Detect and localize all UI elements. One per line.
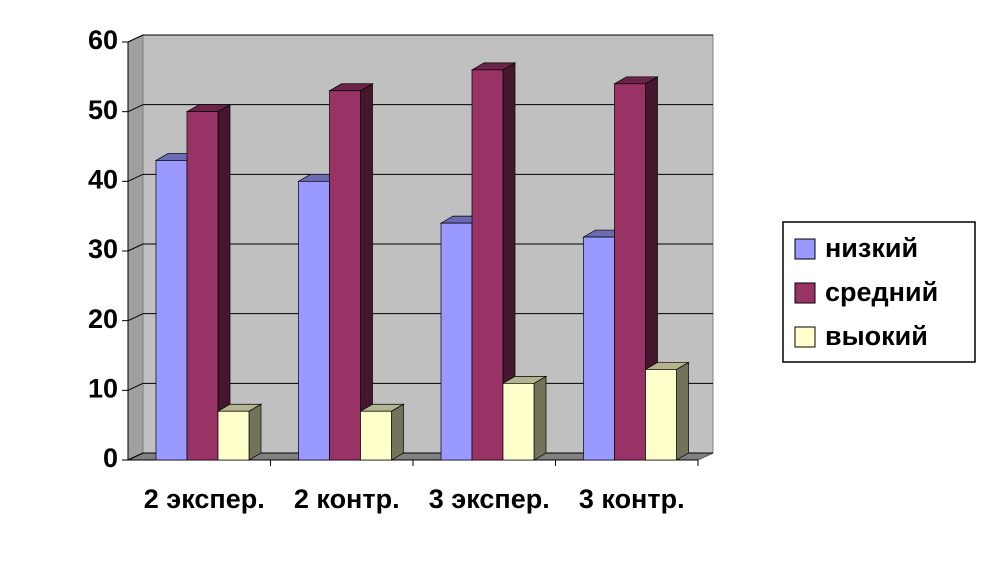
grid-line-side bbox=[127, 382, 144, 391]
bar bbox=[217, 410, 250, 461]
legend-swatch bbox=[794, 282, 816, 304]
bar bbox=[502, 383, 535, 461]
y-tick-label: 50 bbox=[88, 95, 118, 125]
bar bbox=[614, 83, 646, 461]
bar-side bbox=[676, 361, 689, 461]
bar bbox=[360, 410, 392, 461]
y-tick-label: 40 bbox=[88, 164, 118, 194]
legend-swatch bbox=[794, 326, 816, 348]
bar bbox=[471, 69, 504, 461]
legend-label: средний bbox=[825, 277, 938, 307]
bar bbox=[155, 160, 188, 461]
x-tick-label: 3 экспер. bbox=[428, 484, 550, 514]
grid-line-side bbox=[127, 173, 144, 182]
bar bbox=[186, 111, 219, 461]
grid-line-side bbox=[127, 104, 144, 113]
y-tick-label: 20 bbox=[88, 304, 118, 334]
y-tick-label: 30 bbox=[88, 234, 118, 264]
grid-line-side bbox=[127, 34, 144, 43]
grid-line-side bbox=[127, 452, 144, 461]
bar-side bbox=[533, 375, 547, 461]
grid-line-side bbox=[127, 313, 144, 322]
bar bbox=[298, 180, 330, 461]
bar-side bbox=[391, 403, 404, 461]
y-tick-label: 10 bbox=[88, 373, 118, 403]
bar bbox=[440, 222, 473, 461]
x-tick-label: 2 экспер. bbox=[143, 484, 265, 514]
legend-label: низкий bbox=[825, 233, 918, 263]
y-tick-label: 0 bbox=[103, 443, 118, 473]
x-tick-label: 3 контр. bbox=[578, 484, 685, 514]
y-tick-label: 60 bbox=[88, 25, 118, 55]
x-tick-label: 2 контр. bbox=[293, 484, 400, 514]
legend-swatch bbox=[794, 238, 816, 260]
bar bbox=[583, 236, 615, 461]
bar bbox=[645, 369, 677, 461]
bar-side bbox=[248, 403, 262, 461]
grid-line-side bbox=[127, 243, 144, 252]
bar-side bbox=[360, 83, 373, 461]
bar bbox=[329, 90, 361, 461]
legend-label: выокий bbox=[825, 321, 928, 351]
